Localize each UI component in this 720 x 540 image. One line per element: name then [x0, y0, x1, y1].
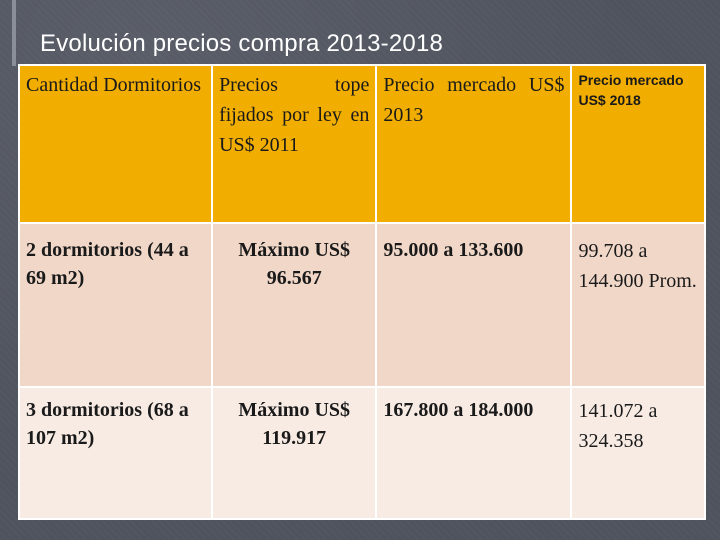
cell-mercado-2013: 167.800 a 184.000 [375, 386, 573, 520]
slide-title: Evolución precios compra 2013-2018 [40, 30, 444, 57]
header-cell-precio-tope: Precios tope fijados por ley en US$ 2011 [211, 64, 378, 224]
price-table: Cantidad Dormitorios Precios tope fijado… [17, 64, 706, 520]
table-row: 2 dormitorios (44 a 69 m2) Máximo US$ 96… [17, 222, 706, 388]
cell-mercado-2013: 95.000 a 133.600 [375, 222, 573, 388]
header-cell-mercado-2018: Precio mercado US$ 2018 [570, 64, 706, 224]
header-cell-dormitorios: Cantidad Dormitorios [17, 64, 214, 224]
cell-dormitorios: 3 dormitorios (68 a 107 m2) [17, 386, 214, 520]
cell-dormitorios: 2 dormitorios (44 a 69 m2) [17, 222, 214, 388]
header-cell-mercado-2013: Precio mercado US$ 2013 [375, 64, 573, 224]
cell-precio-tope: Máximo US$ 119.917 [211, 386, 378, 520]
table-header-row: Cantidad Dormitorios Precios tope fijado… [17, 64, 706, 224]
cell-precio-tope: Máximo US$ 96.567 [211, 222, 378, 388]
cell-mercado-2018: 141.072 a 324.358 [570, 386, 706, 520]
cell-mercado-2018: 99.708 a 144.900 Prom. [570, 222, 706, 388]
table-row: 3 dormitorios (68 a 107 m2) Máximo US$ 1… [17, 386, 706, 520]
accent-bar [12, 0, 16, 66]
